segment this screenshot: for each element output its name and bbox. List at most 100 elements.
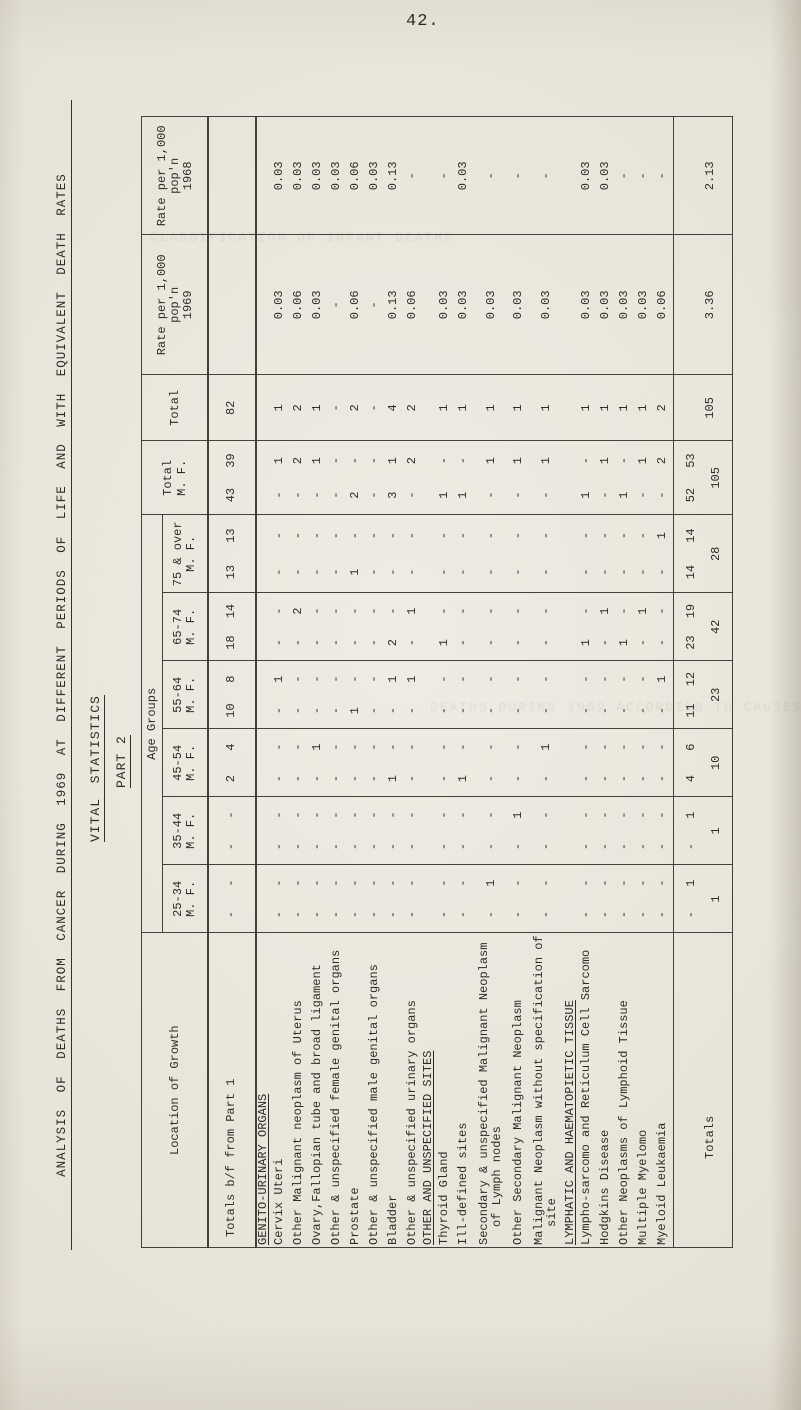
empty-cell	[422, 796, 436, 865]
male-value: -	[598, 775, 613, 783]
male-value: -	[224, 911, 239, 919]
female-value: -	[367, 743, 382, 751]
male-value: -	[511, 843, 526, 851]
total-cell: -	[327, 374, 347, 441]
total-mf-cell: 2-	[346, 440, 366, 515]
rate-1969-cell: 0.03	[454, 234, 474, 375]
male-value: -	[329, 568, 344, 576]
female-value: -	[598, 811, 613, 819]
rate-1969-cell: 0.06	[289, 234, 309, 375]
male-value: -	[291, 491, 306, 499]
male-value: 3	[386, 491, 401, 499]
age-group-cell: 10 8	[208, 660, 256, 729]
female-value: -	[437, 457, 452, 465]
male-value: -	[405, 491, 420, 499]
male-value: 1	[456, 491, 471, 499]
female-value: -	[310, 879, 325, 887]
male-value: -	[272, 568, 287, 576]
female-value: -	[538, 607, 553, 615]
female-value: -	[538, 532, 553, 540]
empty-cell	[256, 440, 271, 515]
female-value: -	[636, 811, 651, 819]
male-value: -	[386, 911, 401, 919]
age-group-cell: --	[346, 864, 366, 933]
rate-1968-cell: -	[615, 116, 635, 235]
age-group-cell: --	[289, 864, 309, 933]
age-group-cell: --	[308, 864, 328, 933]
female-value: -	[329, 457, 344, 465]
female-value: -	[483, 607, 498, 615]
age-group-cell: -1	[653, 514, 674, 593]
empty-cell	[422, 864, 436, 933]
table-row: Ovary,Fallopian tube and broad ligament -…	[308, 116, 328, 1248]
empty-cell	[256, 728, 271, 797]
female-value: -	[291, 675, 306, 683]
empty-cell	[564, 660, 578, 729]
rate-1968-cell: 0.13	[384, 116, 404, 235]
age-group-cell: --	[577, 864, 597, 933]
female-value: -	[348, 675, 363, 683]
age-group-cell: --	[473, 592, 510, 661]
section-title: VITAL STATISTICS	[88, 695, 105, 842]
male-value: -	[636, 491, 651, 499]
male-value: -	[272, 639, 287, 647]
female-value: -	[329, 532, 344, 540]
row-label: Bladder	[384, 932, 404, 1248]
female-value: -	[483, 811, 498, 819]
female-value: -	[291, 743, 306, 751]
female-value: 39	[224, 453, 239, 468]
female-value: -	[636, 675, 651, 683]
total-cell: 1	[473, 374, 510, 441]
empty-cell	[422, 514, 436, 593]
rate-1968-cell: 0.03	[270, 116, 290, 235]
male-value: -	[456, 639, 471, 647]
age-group-cell: --	[435, 796, 455, 865]
totals-age-cell: 4 6 10	[673, 728, 733, 797]
female-value: 1	[386, 457, 401, 465]
female-value: -	[437, 675, 452, 683]
male-value: 4	[683, 775, 698, 783]
age-group-cell: --	[308, 514, 328, 593]
female-value: -	[437, 607, 452, 615]
age-group-cell: --	[454, 592, 474, 661]
male-value: 1	[456, 775, 471, 783]
female-value: -	[579, 607, 594, 615]
age-group-cell: --	[208, 864, 256, 933]
rate-1969-cell: 0.03	[615, 234, 635, 375]
female-value: 1	[655, 532, 670, 540]
row-label: LYMPHATIC AND HAEMATOPIETIC TISSUE	[564, 932, 578, 1248]
male-value: -	[617, 911, 632, 919]
age-group-cell: --	[528, 864, 565, 933]
male-value: -	[456, 568, 471, 576]
age-group-cell: --	[615, 864, 635, 933]
male-value: -	[329, 707, 344, 715]
age-group-cell: --	[577, 728, 597, 797]
age-group-cell: -1	[403, 660, 423, 729]
male-value: -	[617, 775, 632, 783]
total-mf-cell: 1-	[454, 440, 474, 515]
age-group-cell: --	[270, 514, 290, 593]
rate-1968-cell: 0.03	[577, 116, 597, 235]
age-group-cell: 18 14	[208, 592, 256, 661]
total-cell: 1	[435, 374, 455, 441]
male-value: 43	[224, 487, 239, 503]
total-mf-cell: 1-	[577, 440, 597, 515]
male-value: -	[367, 491, 382, 499]
female-value: -	[348, 607, 363, 615]
male-value: -	[405, 843, 420, 851]
age-group-cell: --	[634, 728, 654, 797]
totals-rate-1969-cell: 3.36	[673, 234, 733, 375]
empty-cell	[564, 728, 578, 797]
male-value: -	[367, 568, 382, 576]
age-group-cell: --	[634, 796, 654, 865]
male-value: -	[456, 707, 471, 715]
female-value: -	[598, 879, 613, 887]
row-label: Other & unspecified female genital organ…	[327, 932, 347, 1248]
age-group-cell: --	[308, 592, 328, 661]
age-group-cell: --	[454, 514, 474, 593]
age-group-cell: --	[308, 660, 328, 729]
row-label: Other Malignant neoplasm of Uterus	[289, 932, 309, 1248]
male-value: -	[405, 911, 420, 919]
age-group-cell: --	[473, 796, 510, 865]
male-value: 52	[683, 487, 698, 503]
